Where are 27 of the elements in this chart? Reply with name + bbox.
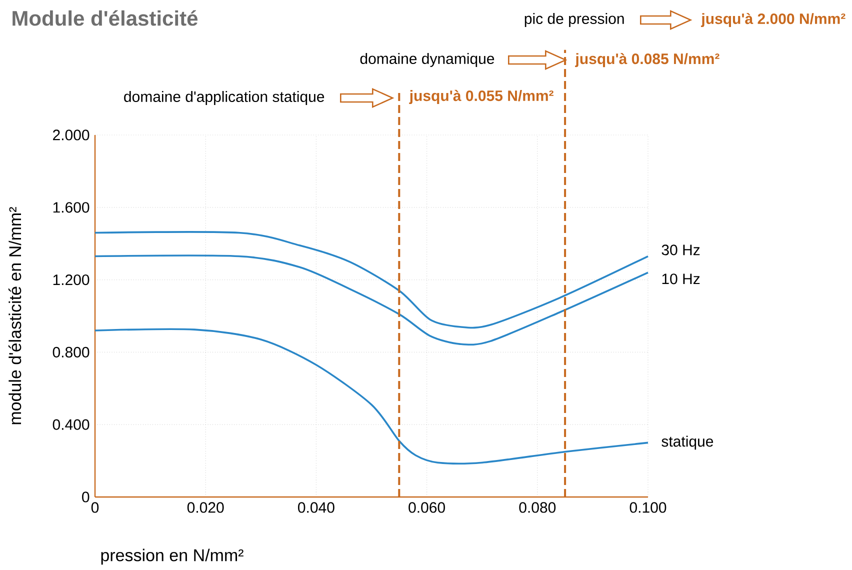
x-tick-label: 0.060	[408, 502, 445, 513]
line-series	[94, 231, 649, 329]
x-tick-label: 0	[91, 502, 99, 513]
text: domaine dynamique	[360, 53, 494, 67]
chart-title: Module d'élasticité	[12, 10, 198, 26]
y-tick-label: 2.000	[53, 130, 90, 140]
y-tick-label: 1.200	[53, 274, 90, 286]
y-axis-title: module d'élasticité en N/mm²	[8, 207, 22, 424]
y-tick-label: 0	[82, 492, 90, 502]
line-series	[94, 254, 649, 346]
y-tick-label: 0.800	[52, 346, 90, 358]
y-tick-label: 0.400	[52, 419, 90, 430]
text: jusqu'à 2.000 N/mm²	[700, 12, 846, 28]
series-label: statique	[662, 436, 714, 450]
series-label: 10 Hz	[662, 274, 700, 284]
y-tick-label: 1.600	[53, 202, 90, 213]
x-tick-label: 0.080	[519, 502, 556, 513]
text: pic de pression	[524, 13, 624, 27]
x-axis-title: pression en N/mm²	[101, 548, 244, 565]
x-tick-label: 0.020	[187, 502, 224, 513]
x-tick-label: 0.040	[298, 502, 334, 513]
ref-line-label: jusqu'à 0.085 N/mm²	[575, 53, 720, 68]
ref-line-label: jusqu'à 0.055 N/mm²	[409, 90, 554, 104]
series-label: 30 Hz	[662, 244, 700, 256]
line-series	[94, 328, 649, 464]
x-tick-label: 0.100	[630, 502, 666, 513]
text: domaine d'application statique	[124, 91, 324, 105]
